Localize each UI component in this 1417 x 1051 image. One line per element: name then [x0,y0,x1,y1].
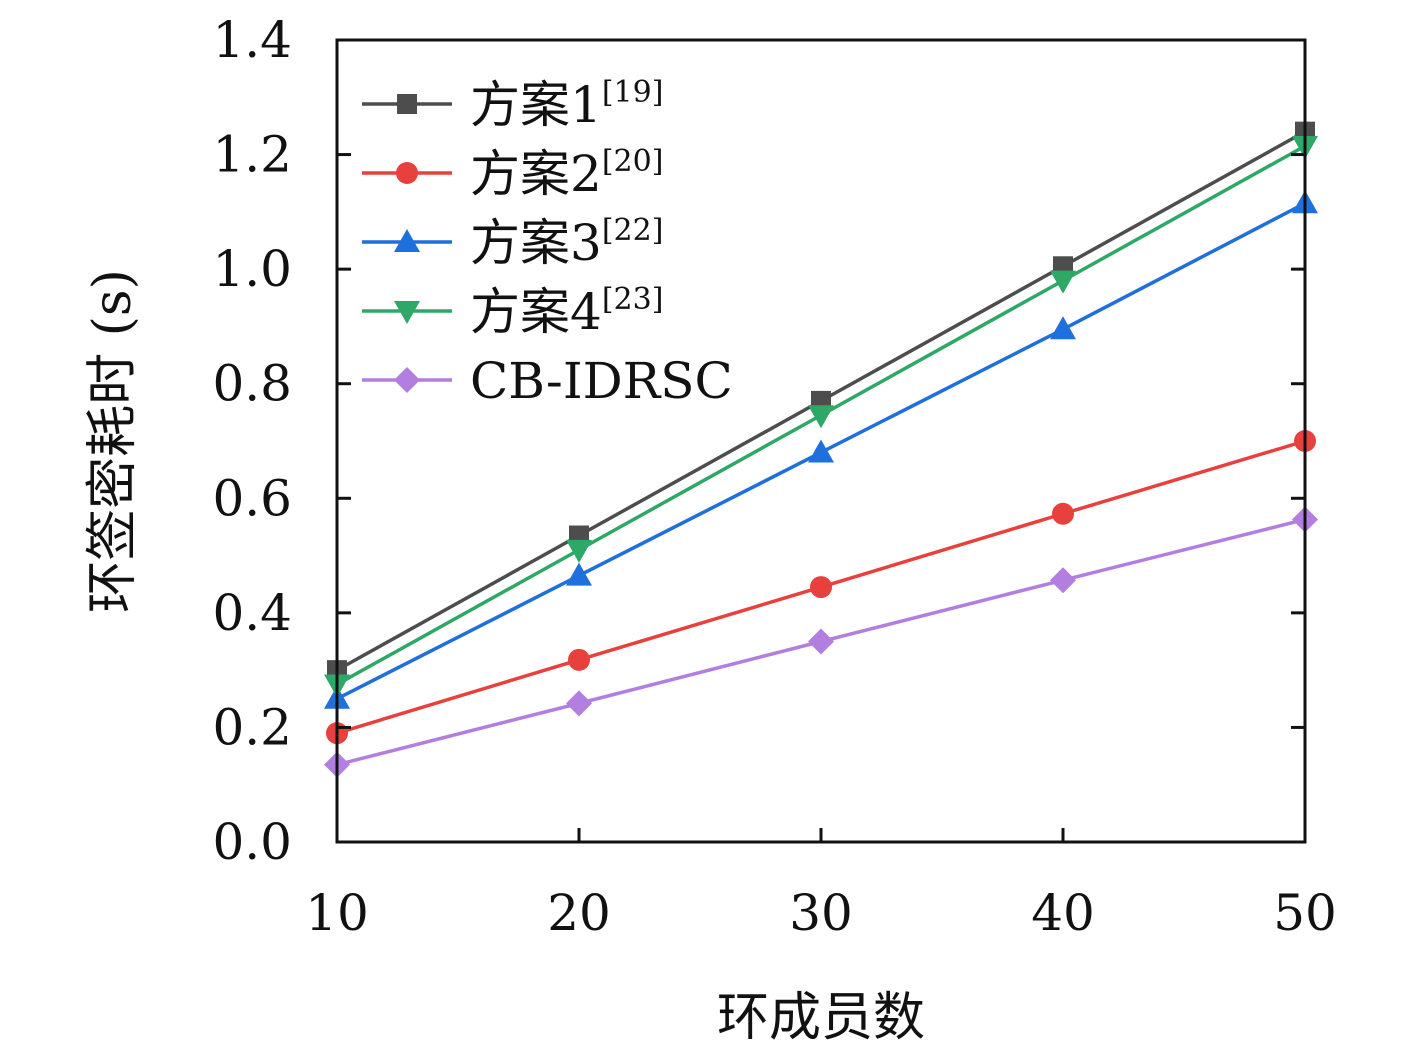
x-axis-title: 环成员数 [717,988,925,1048]
x-tick-label: 40 [1031,884,1095,942]
data-point-marker [808,439,834,463]
series-方案3 [324,190,1318,709]
data-point-marker [1050,316,1076,340]
legend-label: 方案2[20] [470,144,663,203]
legend-marker [397,94,417,114]
data-point-marker [808,405,834,429]
legend-marker [396,162,418,184]
series-方案2 [326,430,1316,745]
legend: 方案1[19]方案2[20]方案3[22]方案4[23]CB-IDRSC [362,75,733,410]
legend-reference: [22] [602,213,664,248]
legend-series-name: CB-IDRSC [470,352,733,410]
data-point-marker [568,648,590,671]
legend-marker [394,367,420,393]
legend-label: CB-IDRSC [470,352,733,410]
legend-entry: 方案3[22] [362,213,663,272]
data-point-marker [1050,567,1076,594]
y-tick-label: 1.4 [212,11,292,69]
x-tick-label: 30 [789,884,853,942]
y-tick-label: 0.8 [212,355,292,413]
series-方案4 [324,135,1318,698]
legend-entry: CB-IDRSC [362,352,733,410]
legend-series-name: 方案3 [470,214,602,272]
data-point-marker [810,576,832,599]
legend-marker [394,301,420,324]
data-point-marker [566,690,592,717]
data-point-marker [566,562,592,586]
data-point-marker [1052,502,1074,525]
y-tick-label: 0.6 [212,469,292,527]
legend-series-name: 方案1 [470,76,602,134]
y-tick-label: 0.2 [212,698,292,756]
legend-reference: [23] [602,282,664,317]
data-point-marker [808,628,834,655]
legend-marker [394,229,420,252]
y-tick-label: 0.0 [212,813,292,871]
legend-label: 方案1[19] [470,75,663,134]
x-tick-label: 50 [1273,884,1337,942]
y-axis-title: 环签密耗时 (s) [83,269,143,613]
y-tick-label: 1.0 [212,240,292,298]
legend-entry: 方案2[20] [362,144,663,203]
y-tick-label: 1.2 [212,126,292,184]
ticks-layer: 10 20 30 40 50 0.0 0.2 0.4 0.6 0.8 1.0 1.2 1.4 [212,11,1336,942]
legend-reference: [20] [602,144,664,179]
legend-entry: 方案4[23] [362,282,663,341]
data-point-marker [1050,270,1076,294]
legend-label: 方案4[23] [470,282,663,341]
data-point-marker [566,539,592,563]
x-tick-label: 10 [305,884,369,942]
y-tick-label: 0.4 [212,584,292,642]
series-CB-IDRSC [324,506,1318,778]
legend-reference: [19] [602,75,664,110]
legend-label: 方案3[22] [470,213,663,272]
legend-entry: 方案1[19] [362,75,663,134]
x-tick-label: 20 [547,884,611,942]
legend-series-name: 方案4 [470,283,602,341]
legend-series-name: 方案2 [470,145,602,203]
